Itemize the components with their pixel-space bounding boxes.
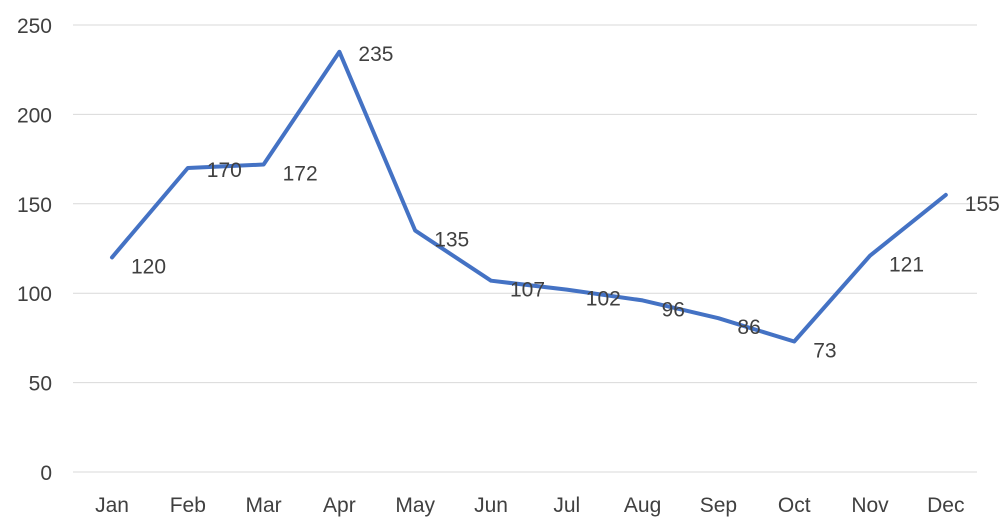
x-tick-label: Nov bbox=[851, 494, 889, 517]
x-tick-label: Jun bbox=[474, 494, 508, 517]
series-line bbox=[110, 49, 948, 344]
data-labels: 120 170 172 235 135 107 102 96 86 73 121 155 bbox=[131, 43, 1000, 363]
data-label: 102 bbox=[586, 288, 621, 311]
data-label: 86 bbox=[737, 316, 760, 339]
data-label: 120 bbox=[131, 255, 166, 278]
y-tick-label: 50 bbox=[29, 373, 52, 396]
x-tick-label: Oct bbox=[778, 494, 811, 517]
x-tick-label: May bbox=[395, 494, 435, 517]
x-tick-label: Mar bbox=[246, 494, 282, 517]
data-label: 107 bbox=[510, 279, 545, 302]
data-label: 96 bbox=[662, 298, 685, 321]
x-tick-label: Sep bbox=[700, 494, 737, 517]
y-tick-label: 150 bbox=[17, 194, 52, 217]
y-tick-label: 250 bbox=[17, 15, 52, 38]
x-tick-label: Apr bbox=[323, 494, 356, 517]
data-label: 121 bbox=[889, 254, 924, 277]
data-label: 73 bbox=[813, 339, 836, 362]
data-label: 155 bbox=[965, 193, 1000, 216]
y-tick-label: 200 bbox=[17, 104, 52, 127]
y-tick-label: 0 bbox=[40, 462, 52, 485]
x-axis-tick-labels: Jan Feb Mar Apr May Jun Jul Aug Sep Oct Nov Dec bbox=[95, 494, 964, 517]
x-tick-label: Jan bbox=[95, 494, 129, 517]
series-lines bbox=[110, 49, 948, 344]
data-label: 172 bbox=[283, 162, 318, 185]
data-label: 135 bbox=[434, 229, 469, 252]
data-label: 170 bbox=[207, 159, 242, 182]
x-tick-label: Dec bbox=[927, 494, 964, 517]
y-axis-tick-labels: 0 50 100 150 200 250 bbox=[17, 15, 52, 485]
data-label: 235 bbox=[358, 43, 393, 66]
y-tick-label: 100 bbox=[17, 283, 52, 306]
x-tick-label: Jul bbox=[553, 494, 580, 517]
gridlines bbox=[73, 24, 977, 473]
x-tick-label: Feb bbox=[170, 494, 206, 517]
x-tick-label: Aug bbox=[624, 494, 661, 517]
